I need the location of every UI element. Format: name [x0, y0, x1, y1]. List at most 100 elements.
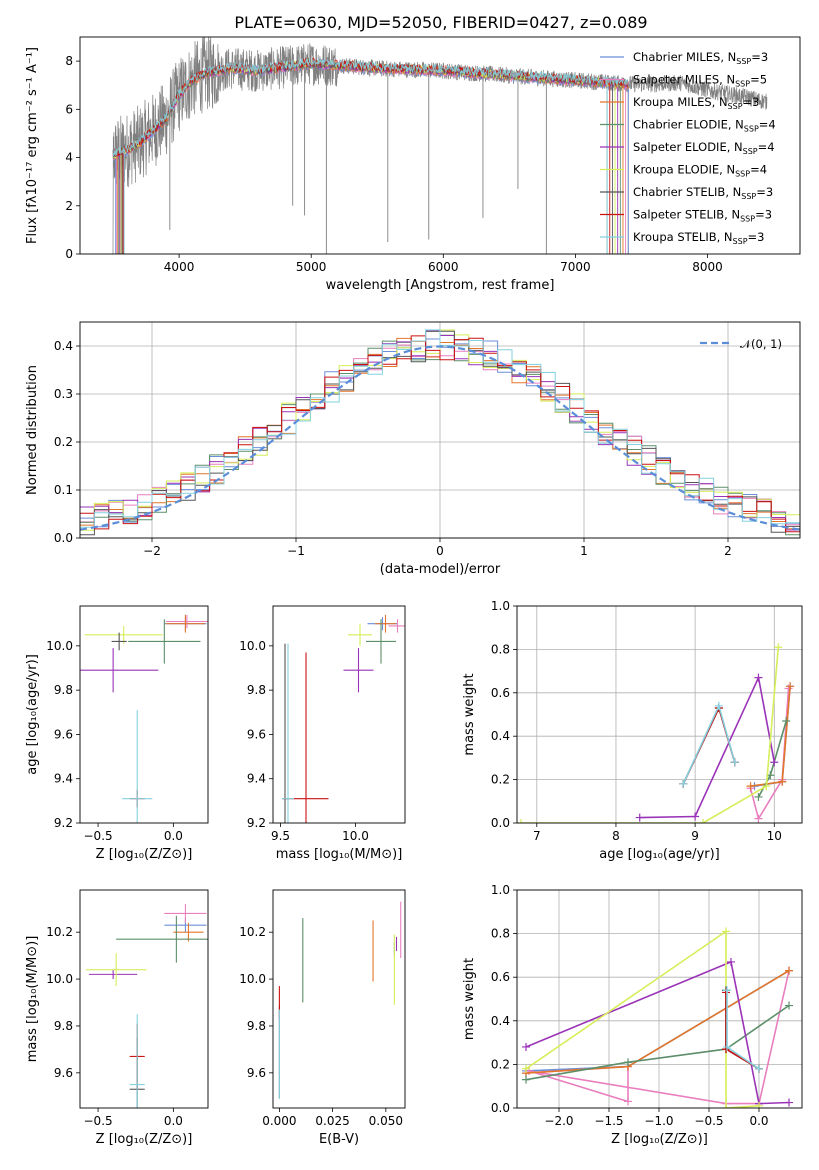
x-tick-label: 1	[580, 544, 588, 558]
data-point-marker	[723, 986, 731, 995]
histogram-step-kroupa-stelib	[80, 329, 800, 528]
y-axis-label: Flux [fλ10⁻¹⁷ erg cm⁻² s⁻¹ A⁻¹]	[25, 47, 40, 244]
y-axis-label: Normed distribution	[25, 365, 40, 495]
data-point-marker	[727, 957, 735, 966]
x-axis-label: Z [log₁₀(Z/Z⊙)]	[611, 1132, 708, 1147]
y-axis-label: mass weight	[462, 673, 477, 755]
errorbar-kroupa-miles	[375, 614, 396, 633]
legend: 𝒩(0, 1)	[700, 337, 782, 351]
series-line	[525, 970, 790, 1105]
errorbar-salpeter-elodie	[80, 648, 159, 693]
data-point-marker	[785, 1001, 793, 1010]
data-point-marker	[722, 1104, 730, 1108]
series-kroupa-stelib	[679, 701, 739, 788]
y-tick-label: 9.8	[247, 1019, 266, 1033]
y-tick-label: 10.0	[239, 972, 266, 986]
panels: 4000 5000 6000 7000 8000 0 2 4 6 8 wavelength [Ang…	[25, 36, 803, 1147]
chart-weight-vs-z: −2.0 −1.5 −1.0 −0.5 0.0 0.0 0.2 0.4 0.6 0.8 1.0 Z […	[462, 883, 803, 1147]
x-tick-label: −0.5	[694, 1114, 723, 1128]
y-tick-label: 0.0	[491, 816, 510, 830]
plot-area	[80, 614, 208, 823]
chart-residual-hist: −2 −1 0 1 2 0.0 0.1 0.2 0.3 0.4 (data-model)/error…	[25, 321, 801, 577]
y-tick-label: 10.2	[239, 925, 266, 939]
y-tick-label: 2	[65, 199, 73, 213]
x-tick-label: 9	[691, 829, 699, 843]
y-tick-label: 9.8	[247, 683, 266, 697]
series-kroupa-elodie	[517, 643, 783, 823]
errorbar-salpeter-miles	[388, 619, 405, 633]
data-point-marker	[522, 1064, 530, 1073]
x-tick-label: 0.0	[164, 1114, 183, 1128]
data-point-marker	[517, 819, 525, 823]
y-tick-label: 0.0	[491, 1101, 510, 1115]
y-tick-label: 10.0	[46, 639, 73, 653]
y-tick-label: 0.2	[491, 773, 510, 787]
legend-entry: Chabrier STELIB, NSSP=3	[633, 185, 773, 201]
data-point-marker	[722, 988, 730, 997]
legend-entry: Salpeter STELIB, NSSP=3	[633, 208, 772, 224]
legend: Chabrier MILES, NSSP=3 Salpeter MILES, NS…	[600, 50, 776, 246]
data-point-marker	[784, 684, 793, 693]
legend-entry: Kroupa ELODIE, NSSP=4	[633, 163, 767, 179]
data-point-marker	[635, 813, 644, 822]
errorbar-kroupa-elodie	[348, 623, 372, 646]
data-point-marker	[774, 643, 783, 652]
y-tick-label: 0.3	[54, 387, 73, 401]
x-tick-label: 0.000	[262, 1114, 296, 1128]
x-tick-label: −0.5	[84, 829, 113, 843]
errorbar-chabrier-stelib	[111, 632, 127, 651]
legend-entry: Salpeter ELODIE, NSSP=4	[633, 140, 775, 156]
axes-frame	[79, 889, 209, 1109]
y-tick-label: 0.6	[491, 970, 510, 984]
errorbar-kroupa-stelib	[129, 1014, 145, 1108]
x-tick-label: 7000	[560, 260, 591, 274]
x-axis-label: Z [log₁₀(Z/Z⊙)]	[96, 847, 193, 862]
y-tick-label: 4	[65, 151, 73, 165]
x-tick-label: −0.5	[84, 1114, 113, 1128]
errorbar-kroupa-miles	[173, 922, 204, 942]
y-tick-label: 0.2	[54, 435, 73, 449]
x-tick-label: 2	[724, 544, 732, 558]
series-kroupa-miles	[746, 682, 795, 791]
y-tick-label: 10.0	[46, 972, 73, 986]
x-tick-label: −2.0	[544, 1114, 573, 1128]
series-kroupa-miles	[522, 966, 793, 1078]
chart-age-vs-z: −0.5 0.0 9.2 9.4 9.6 9.8 10.0 Z [log₁₀(Z/Z⊙)] ag…	[25, 605, 209, 862]
data-point-marker	[714, 701, 723, 710]
errorbar-chabrier-elodie	[128, 619, 201, 664]
errorbar-kroupa-stelib	[122, 710, 153, 823]
x-tick-label: −1.0	[644, 1114, 673, 1128]
x-tick-label: −1.5	[594, 1114, 623, 1128]
series-salpeter-miles	[522, 966, 793, 1108]
x-axis-label: Z [log₁₀(Z/Z⊙)]	[96, 1132, 193, 1147]
x-tick-label: 9.5	[271, 829, 290, 843]
chart-spectrum: 4000 5000 6000 7000 8000 0 2 4 6 8 wavelength [Ang…	[25, 36, 801, 293]
errorbar-salpeter-miles	[165, 614, 208, 629]
x-axis-label: age [log₁₀(age/yr)]	[599, 847, 720, 862]
data-point-marker	[778, 777, 787, 786]
y-tick-label: 0.2	[491, 1057, 510, 1071]
y-tick-label: 1.0	[491, 883, 510, 897]
data-point-marker	[699, 819, 708, 823]
data-point-marker	[522, 1042, 530, 1051]
series-line	[525, 960, 790, 1105]
chart-mass-vs-z: −0.5 0.0 9.6 9.8 10.0 10.2 Z [log₁₀(Z/Z⊙)] mass…	[25, 889, 209, 1147]
y-tick-label: 9.4	[247, 772, 266, 786]
data-point-marker	[785, 966, 793, 975]
data-point-marker	[723, 1042, 731, 1051]
y-tick-label: 10.2	[46, 925, 73, 939]
data-point-marker	[786, 682, 795, 691]
x-axis-label: (data-model)/error	[380, 562, 501, 577]
x-axis-label: mass [log₁₀(M/M⊙)]	[276, 847, 403, 862]
errorbar-kroupa-stelib	[282, 643, 294, 823]
figure-title: PLATE=0630, MJD=52050, FIBERID=0427, z=0…	[234, 13, 647, 32]
data-point-marker	[762, 782, 771, 791]
errorbar-kroupa-elodie	[84, 625, 163, 644]
x-tick-label: 8	[612, 829, 620, 843]
data-point-marker	[691, 812, 700, 821]
axes-frame	[79, 321, 801, 539]
legend-entry: Kroupa STELIB, NSSP=3	[633, 230, 764, 246]
x-tick-label: 0.025	[315, 1114, 349, 1128]
plot-area	[282, 614, 405, 823]
